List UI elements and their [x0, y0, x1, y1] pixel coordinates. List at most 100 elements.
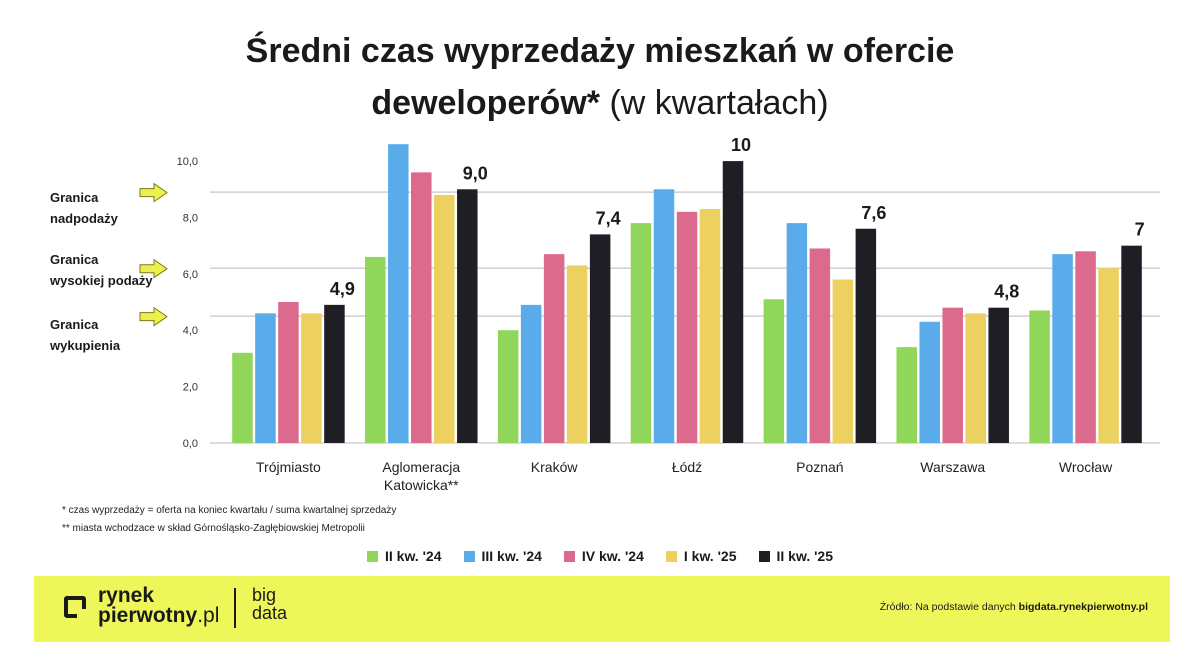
y-tick-label: 6,0 [183, 269, 198, 281]
brand-line2: pierwotny [98, 604, 198, 627]
y-tick-label: 8,0 [183, 212, 198, 224]
bar-chart: 0,0 2,0 4,0 6,0 8,0 10,0 4,9 Trójmiasto 9,0 Aglom… [139, 135, 1160, 493]
bar [324, 304, 345, 443]
bar [411, 172, 432, 443]
legend-swatch-3 [665, 550, 677, 562]
bar [1121, 245, 1142, 443]
side-label-oversupply-l2: nadpodaży [50, 211, 118, 226]
chart-title-line1: Średni czas wyprzedaży mieszkań w oferci… [245, 32, 955, 70]
chart-legend: II kw. '24 III kw. '24 IV kw. '24 I kw. … [0, 548, 1200, 564]
x-tick-label: Kraków [531, 459, 579, 475]
footer-banner: rynek pierwotny.pl big data Źródło: Na p… [34, 576, 1170, 642]
bar [965, 313, 986, 443]
bar [301, 313, 322, 443]
bar [255, 313, 276, 443]
legend-item-0: II kw. '24 [366, 548, 442, 564]
bar [942, 307, 963, 443]
x-tick-label: Katowicka** [384, 477, 459, 493]
bar [1098, 268, 1119, 443]
bar [832, 279, 854, 443]
x-tick-label: Warszawa [920, 459, 985, 475]
x-tick-label: Trójmiasto [256, 459, 321, 475]
data-label: 9,0 [463, 163, 488, 183]
bar [699, 209, 721, 443]
bar [1029, 310, 1050, 443]
side-label-oversupply: Granica nadpodaży [50, 187, 118, 229]
legend-label-0: II kw. '24 [384, 548, 442, 564]
legend-label-2: IV kw. '24 [581, 548, 644, 564]
bar [232, 352, 253, 443]
legend-swatch-1 [463, 550, 475, 562]
source-note: Źródło: Na podstawie danych bigdata.ryne… [880, 601, 1148, 613]
data-label: 4,9 [330, 279, 355, 299]
brand-suffix: .pl [197, 604, 220, 627]
bar [497, 330, 519, 443]
legend-swatch-4 [758, 550, 770, 562]
data-label: 10 [731, 135, 751, 155]
side-label-buyout-l1: Granica [50, 317, 99, 332]
bar [722, 161, 744, 443]
legend-item-2: IV kw. '24 [563, 548, 644, 564]
bar [653, 189, 675, 443]
x-tick-label: Wrocław [1059, 459, 1113, 475]
legend-item-4: II kw. '25 [758, 548, 834, 564]
source-prefix: Źródło: Na podstawie danych [879, 601, 1019, 613]
bar [520, 304, 542, 443]
legend-swatch-0 [366, 550, 378, 562]
bar [630, 223, 652, 443]
legend-label-1: III kw. '24 [481, 548, 542, 564]
side-label-high-supply-l1: Granica [50, 252, 99, 267]
side-label-high-supply: Granica wysokiej podaży [50, 249, 153, 291]
legend-swatch-2 [563, 550, 575, 562]
bar [365, 256, 386, 443]
data-label: 4,8 [994, 282, 1019, 302]
chart-title-light: (w kwartałach) [600, 84, 829, 122]
y-tick-label: 4,0 [183, 325, 198, 337]
bigdata-line1: big [252, 585, 277, 605]
bar [855, 228, 877, 443]
legend-label-4: II kw. '25 [776, 548, 834, 564]
x-tick-label: Aglomeracja [382, 459, 460, 475]
footnote-1: * czas wyprzedaży = oferta na koniec kwa… [62, 505, 397, 516]
reference-arrow-icon-1 [139, 258, 168, 279]
brand-logo-text: rynek pierwotny.pl [98, 584, 220, 627]
bar [988, 307, 1009, 443]
bar [763, 299, 785, 443]
bar [457, 189, 478, 443]
side-label-buyout: Granica wykupienia [50, 314, 120, 356]
bar [589, 234, 611, 443]
y-tick-label: 2,0 [183, 382, 198, 394]
bar [1052, 254, 1073, 443]
brand-line1: rynek [98, 584, 155, 607]
bar [543, 254, 565, 443]
chart-title-line2: deweloperów* (w kwartałach) [0, 80, 1200, 126]
side-label-buyout-l2: wykupienia [50, 338, 121, 353]
bigdata-line2: data [252, 603, 288, 623]
reference-arrow-icon-2 [139, 306, 168, 327]
data-label: 7,4 [596, 208, 621, 228]
legend-label-3: I kw. '25 [683, 548, 737, 564]
y-tick-label: 10,0 [177, 156, 198, 168]
bar [786, 223, 808, 443]
bar [896, 347, 917, 443]
bar [388, 144, 409, 443]
legend-item-1: III kw. '24 [463, 548, 542, 564]
bigdata-logo: big data [252, 586, 287, 622]
reference-arrow-icon-0 [139, 182, 168, 203]
chart-title-bold: deweloperów* [371, 84, 600, 122]
legend-item-3: I kw. '25 [665, 548, 737, 564]
side-label-oversupply-l1: Granica [50, 190, 99, 205]
data-label: 7 [1135, 220, 1145, 240]
side-label-high-supply-l2: wysokiej podaży [50, 273, 153, 288]
bar [566, 265, 588, 443]
bar [676, 211, 698, 443]
footnote-2: ** miasta wchodzace w skład Górnośląsko-… [62, 523, 365, 534]
y-tick-label: 0,0 [183, 438, 198, 450]
bar [278, 302, 299, 443]
bar [434, 194, 455, 443]
x-tick-label: Poznań [796, 459, 843, 475]
footer-divider [234, 588, 236, 628]
source-link: bigdata.rynekpierwotny.pl [1018, 601, 1148, 613]
bar [919, 321, 940, 443]
x-tick-label: Łódź [672, 459, 702, 475]
